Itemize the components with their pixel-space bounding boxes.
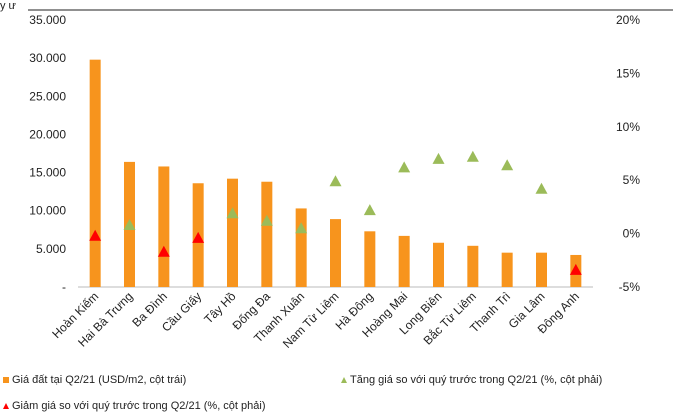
left-tick-label: 25.000 bbox=[29, 89, 66, 103]
legend-bar-swatch bbox=[3, 377, 9, 384]
decrease-marker bbox=[89, 229, 102, 241]
increase-marker bbox=[295, 222, 308, 234]
increase-marker bbox=[123, 219, 136, 231]
bar bbox=[261, 181, 273, 287]
left-tick-label: 20.000 bbox=[29, 127, 66, 141]
bar bbox=[158, 166, 170, 287]
increase-marker bbox=[501, 159, 514, 171]
bar bbox=[501, 252, 513, 287]
cropped-header-text: y ư bbox=[0, 0, 16, 12]
increase-marker bbox=[329, 175, 342, 187]
legend-bar-label: Giá đất tại Q2/21 (USD/m2, cột trái) bbox=[12, 374, 187, 386]
right-axis-ticks: -5% 0% 5% 10% 15% 20% bbox=[616, 13, 640, 294]
bar bbox=[398, 235, 410, 287]
legend-down-triangle-icon bbox=[3, 403, 9, 410]
bar bbox=[536, 252, 547, 287]
legend-bar: Giá đất tại Q2/21 (USD/m2, cột trái) bbox=[3, 374, 186, 386]
left-tick-label: 15.000 bbox=[29, 166, 66, 180]
legend-up-label: Tăng giá so với quý trước trong Q2/21 (%… bbox=[350, 374, 603, 386]
legend-down: Giảm giá so với quý trước trong Q2/21 (%… bbox=[3, 400, 266, 412]
left-tick-label: 10.000 bbox=[29, 204, 66, 218]
bar bbox=[89, 59, 101, 287]
left-axis-ticks: - 5.000 10.000 15.000 20.000 25.000 30.000 35.0… bbox=[29, 13, 66, 294]
right-tick-label: -5% bbox=[619, 280, 641, 294]
decrease-marker bbox=[569, 263, 582, 275]
increase-marker bbox=[260, 214, 273, 226]
left-tick-label: 30.000 bbox=[29, 51, 66, 65]
decrease-marker bbox=[192, 231, 205, 243]
right-tick-label: 10% bbox=[616, 120, 640, 134]
right-tick-label: 15% bbox=[616, 66, 640, 80]
right-tick-label: 5% bbox=[623, 173, 641, 187]
left-tick-label: - bbox=[62, 280, 66, 294]
bar bbox=[295, 208, 307, 287]
bar bbox=[227, 178, 238, 287]
bar bbox=[364, 231, 376, 287]
bar bbox=[433, 242, 444, 287]
increase-marker bbox=[226, 207, 239, 219]
legend-up: Tăng giá so với quý trước trong Q2/21 (%… bbox=[341, 374, 602, 386]
land-price-chart: - 5.000 10.000 15.000 20.000 25.000 30.000 35.0… bbox=[28, 9, 673, 351]
bar bbox=[467, 245, 479, 287]
left-tick-label: 35.000 bbox=[29, 13, 66, 27]
marker-series bbox=[89, 150, 582, 275]
legend-up-triangle-icon bbox=[341, 377, 347, 384]
right-tick-label: 0% bbox=[623, 227, 641, 241]
decrease-marker bbox=[157, 245, 170, 257]
increase-marker bbox=[398, 161, 411, 173]
increase-marker bbox=[466, 150, 479, 162]
right-tick-label: 20% bbox=[616, 13, 640, 27]
increase-marker bbox=[363, 204, 376, 216]
increase-marker bbox=[432, 152, 445, 164]
bar bbox=[330, 219, 341, 287]
left-tick-label: 5.000 bbox=[36, 242, 66, 256]
legend-down-label: Giảm giá so với quý trước trong Q2/21 (%… bbox=[12, 400, 266, 412]
increase-marker bbox=[535, 182, 548, 194]
